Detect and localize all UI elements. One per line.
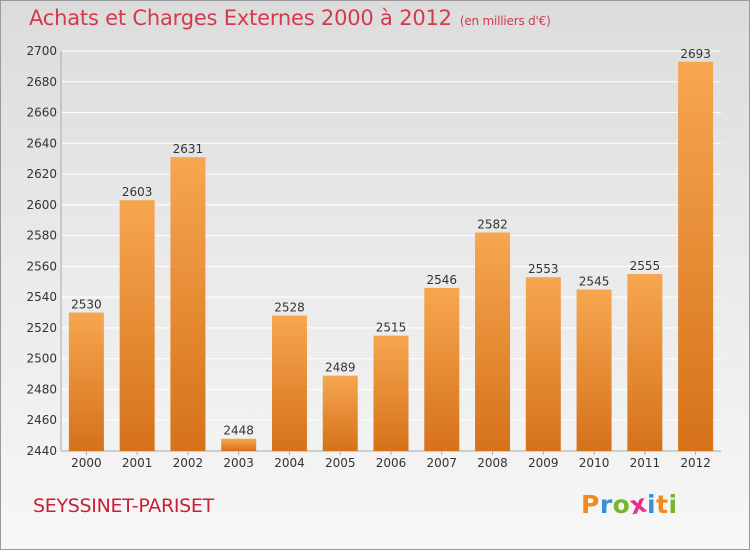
logo-letter: r — [599, 490, 613, 519]
logo-letter: P — [581, 490, 600, 519]
y-tick-label: 2520 — [26, 321, 57, 335]
y-tick-label: 2500 — [26, 352, 57, 366]
bar — [627, 274, 663, 451]
bar — [525, 277, 561, 451]
bar — [271, 315, 307, 451]
bar — [678, 61, 714, 452]
data-label: 2603 — [122, 185, 153, 199]
x-tick-label: 2006 — [376, 456, 407, 470]
unit-subtitle: (en milliers d'€) — [459, 14, 551, 28]
commune-name: SEYSSINET-PARISET — [33, 495, 214, 517]
proxiti-logo: Proxiti — [581, 489, 678, 521]
data-label: 2515 — [376, 321, 407, 335]
title-text: Achats et Charges Externes 2000 à 2012 — [29, 6, 452, 30]
data-label: 2528 — [274, 301, 305, 315]
x-tick-label: 2009 — [528, 456, 559, 470]
data-label: 2545 — [579, 274, 610, 288]
x-tick-label: 2010 — [579, 456, 610, 470]
y-tick-label: 2680 — [26, 75, 57, 89]
data-label: 2448 — [223, 424, 254, 438]
y-tick-label: 2700 — [26, 44, 57, 58]
y-tick-label: 2460 — [26, 413, 57, 427]
bar — [68, 312, 104, 451]
chart-title: Achats et Charges Externes 2000 à 2012 (e… — [29, 6, 551, 30]
y-tick-label: 2660 — [26, 106, 57, 120]
bar — [322, 375, 358, 451]
bar — [424, 287, 460, 451]
logo-letter: t — [656, 490, 669, 519]
bar — [119, 200, 155, 451]
y-tick-label: 2580 — [26, 229, 57, 243]
logo-letter: i — [668, 490, 678, 519]
logo-letter: o — [612, 490, 631, 519]
data-label: 2582 — [477, 218, 508, 232]
x-tick-label: 2003 — [223, 456, 254, 470]
bar — [373, 335, 409, 451]
x-tick-label: 2008 — [477, 456, 508, 470]
x-tick-label: 2000 — [71, 456, 102, 470]
y-tick-label: 2540 — [26, 290, 57, 304]
y-tick-label: 2620 — [26, 167, 57, 181]
x-tick-label: 2007 — [426, 456, 457, 470]
y-tick-label: 2480 — [26, 382, 57, 396]
data-label: 2489 — [325, 361, 356, 375]
data-label: 2530 — [71, 298, 102, 312]
bar — [475, 232, 511, 451]
data-label: 2546 — [426, 273, 457, 287]
y-tick-label: 2600 — [26, 198, 57, 212]
x-tick-label: 2011 — [630, 456, 661, 470]
y-tick-label: 2640 — [26, 136, 57, 150]
data-label: 2555 — [630, 259, 661, 273]
x-tick-label: 2001 — [122, 456, 153, 470]
y-tick-label: 2560 — [26, 259, 57, 273]
logo-letter: i — [647, 490, 657, 519]
data-label: 2553 — [528, 262, 559, 276]
bar — [170, 157, 206, 451]
x-tick-label: 2012 — [680, 456, 711, 470]
data-label: 2693 — [680, 47, 711, 61]
bar — [221, 438, 257, 451]
x-tick-label: 2005 — [325, 456, 356, 470]
x-tick-label: 2004 — [274, 456, 305, 470]
data-label: 2631 — [173, 142, 204, 156]
x-tick-label: 2002 — [173, 456, 204, 470]
y-tick-label: 2440 — [26, 444, 57, 458]
bar — [576, 289, 612, 451]
